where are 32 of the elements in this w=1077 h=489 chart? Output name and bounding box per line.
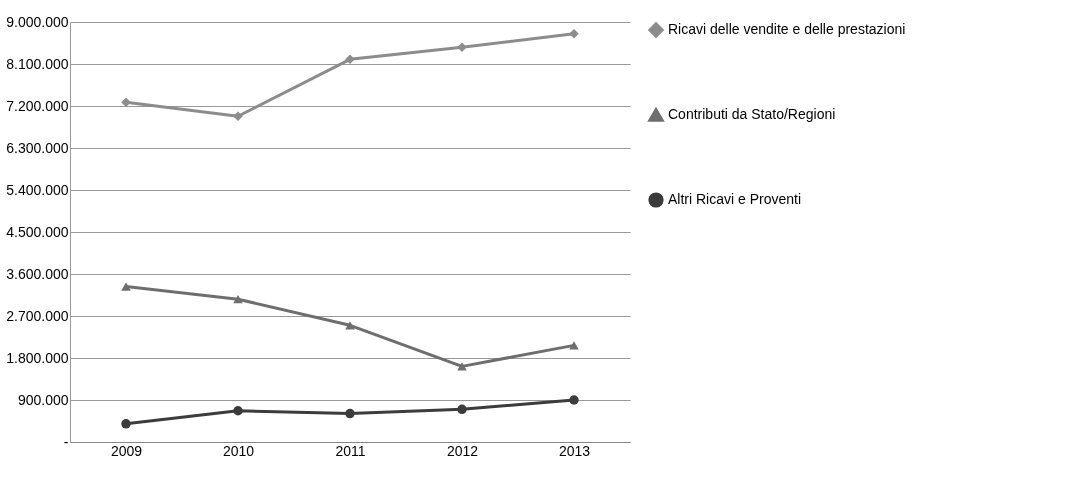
point (233, 406, 243, 416)
y-tick-label: 6.300.000 (6, 139, 69, 156)
point (121, 282, 131, 291)
y-tick-label: 7.200.000 (6, 97, 69, 114)
y-tick-label: 9.000.000 (6, 13, 69, 30)
point (121, 97, 131, 108)
x-tick-label: 2013 (558, 442, 591, 459)
y-tick-label: 5.400.000 (6, 181, 69, 198)
point (233, 111, 243, 122)
x-tick-label: 2009 (110, 442, 143, 459)
y-tick-label: 2.700.000 (6, 307, 69, 324)
point (457, 362, 467, 371)
legend-label: Contributi da Stato/Regioni (668, 106, 836, 122)
point (569, 395, 579, 405)
point (345, 54, 355, 65)
point (121, 419, 131, 429)
y-tick-label: 8.100.000 (6, 55, 69, 72)
point (569, 341, 579, 350)
y-tick-label: 1.800.000 (6, 349, 69, 366)
legend-label: Ricavi delle vendite e delle prestazioni (668, 21, 906, 37)
x-tick-label: 2011 (335, 442, 366, 459)
point (345, 408, 355, 419)
y-tick-label: 3.600.000 (6, 265, 69, 282)
y-tick-label: 900.000 (17, 391, 69, 408)
point (569, 28, 579, 39)
x-tick-label: 2012 (446, 442, 479, 459)
x-tick-label: 2010 (222, 442, 255, 459)
legend-label: Altri Ricavi e Proventi (668, 191, 802, 207)
y-tick-label: - (63, 433, 69, 450)
point (457, 404, 467, 415)
y-tick-label: 4.500.000 (6, 223, 69, 240)
point (233, 295, 243, 304)
